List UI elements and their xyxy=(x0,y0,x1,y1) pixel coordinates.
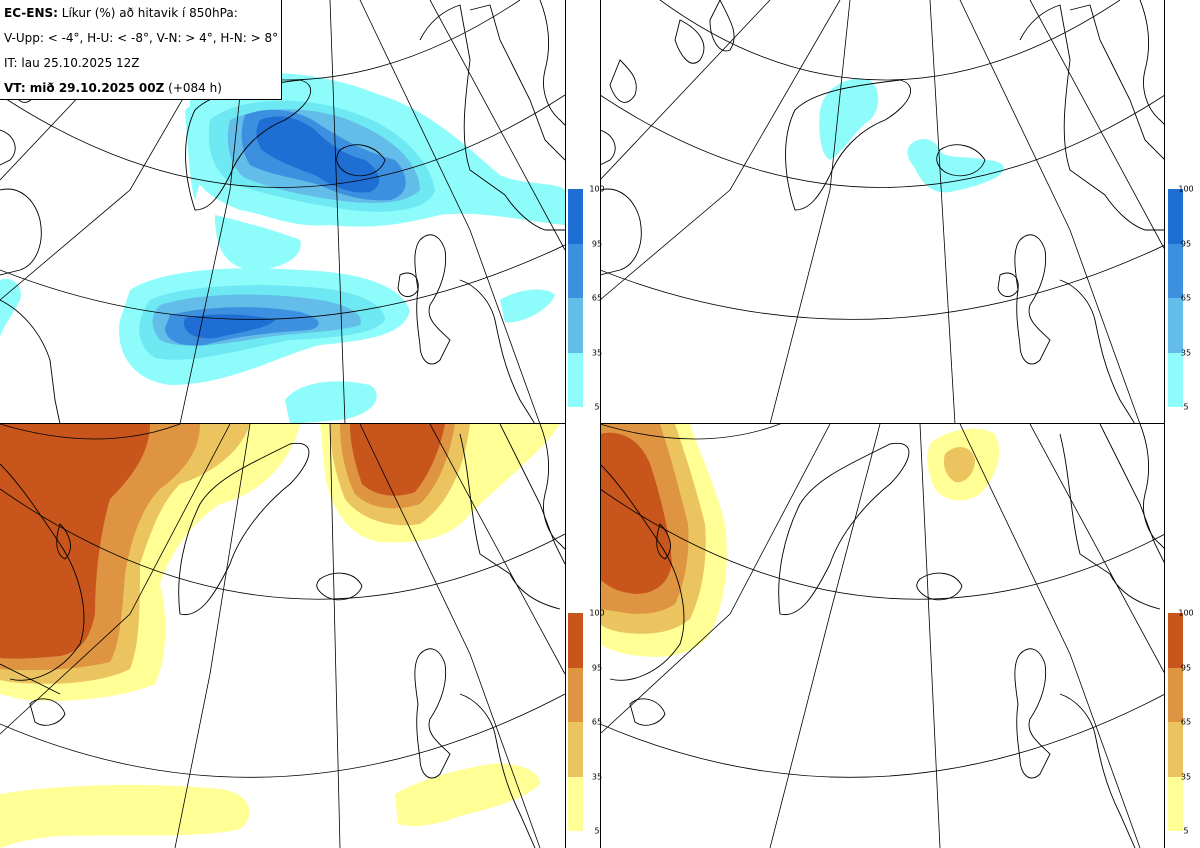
cb-seg-3 xyxy=(568,298,583,353)
graticule xyxy=(0,0,565,424)
cb-seg-1 xyxy=(1168,613,1183,668)
cb-label-5: 5 xyxy=(1183,402,1189,412)
cb-label-100: 100 xyxy=(1178,184,1194,194)
cb-seg-1 xyxy=(1168,189,1183,244)
map-info-box: EC-ENS: Líkur (%) að hitavik í 850hPa: V… xyxy=(0,0,282,100)
panel-upper-right xyxy=(600,0,1165,424)
panel-divider-horizontal-right xyxy=(600,423,1165,424)
panel-divider-vertical-far-right xyxy=(1164,0,1165,848)
cb-label-35: 35 xyxy=(1180,348,1192,358)
threshold-definitions: V-Upp: < -4°, H-U: < -8°, V-N: > 4°, H-N… xyxy=(4,31,279,45)
coastlines xyxy=(600,424,1165,848)
map-warm-plus4 xyxy=(0,424,565,848)
colorbar-cold-left-bar xyxy=(568,189,583,407)
cb-seg-4 xyxy=(1168,777,1183,831)
panel-divider-vertical-left xyxy=(565,0,566,848)
model-name: EC-ENS: xyxy=(4,6,58,20)
cb-seg-4 xyxy=(568,777,583,831)
valid-time: VT: mið 29.10.2025 00Z xyxy=(4,81,165,95)
colorbar-warm-right-bar xyxy=(1168,613,1183,831)
colorbar-warm-right: 100 95 65 35 5 xyxy=(1168,609,1200,836)
coastlines xyxy=(0,424,565,848)
cb-seg-3 xyxy=(568,722,583,777)
cb-label-100: 100 xyxy=(1178,608,1194,618)
cb-label-35: 35 xyxy=(591,348,603,358)
colorbar-cold-right-bar xyxy=(1168,189,1183,407)
cb-seg-2 xyxy=(1168,668,1183,722)
cb-label-65: 65 xyxy=(1180,293,1192,303)
graticule xyxy=(600,0,1165,424)
probability-field xyxy=(819,78,1004,193)
cb-seg-2 xyxy=(568,244,583,298)
cb-label-5: 5 xyxy=(594,826,600,836)
graticule xyxy=(0,424,565,848)
cb-label-95: 95 xyxy=(591,663,603,673)
cb-label-35: 35 xyxy=(1180,772,1192,782)
cb-seg-3 xyxy=(1168,722,1183,777)
graticule xyxy=(600,424,1165,848)
product-description: Líkur (%) að hitavik í 850hPa: xyxy=(57,6,238,20)
cb-seg-2 xyxy=(1168,244,1183,298)
initial-time: IT: lau 25.10.2025 12Z xyxy=(4,56,140,70)
panel-lower-right xyxy=(600,424,1165,848)
colorbar-warm-left: 100 95 65 35 5 xyxy=(568,609,608,836)
cb-label-5: 5 xyxy=(1183,826,1189,836)
cb-label-95: 95 xyxy=(1180,663,1192,673)
map-cold-minus8 xyxy=(600,0,1165,424)
title-line: EC-ENS: Líkur (%) að hitavik í 850hPa: xyxy=(4,6,238,20)
cb-label-65: 65 xyxy=(1180,717,1192,727)
map-warm-plus8 xyxy=(600,424,1165,848)
panel-divider-vertical-right xyxy=(600,0,601,848)
colorbar-cold-right: 100 95 65 35 5 xyxy=(1168,185,1200,412)
probability-field xyxy=(600,424,1000,657)
valid-time-line: VT: mið 29.10.2025 00Z (+084 h) xyxy=(4,81,222,95)
cb-label-65: 65 xyxy=(591,293,603,303)
panel-upper-left: EC-ENS: Líkur (%) að hitavik í 850hPa: V… xyxy=(0,0,565,424)
cb-seg-1 xyxy=(568,189,583,244)
coastlines xyxy=(600,0,1165,424)
cb-label-95: 95 xyxy=(1180,239,1192,249)
cb-label-95: 95 xyxy=(591,239,603,249)
colorbar-cold-left: 100 95 65 35 5 xyxy=(568,185,608,412)
colorbar-warm-left-bar xyxy=(568,613,583,831)
cb-label-100: 100 xyxy=(589,184,605,194)
cb-seg-1 xyxy=(568,613,583,668)
cb-label-35: 35 xyxy=(591,772,603,782)
cb-seg-3 xyxy=(1168,298,1183,353)
cb-seg-2 xyxy=(568,668,583,722)
panel-lower-left xyxy=(0,424,565,848)
lead-time: (+084 h) xyxy=(164,81,222,95)
probability-field xyxy=(0,73,565,424)
cb-seg-4 xyxy=(1168,353,1183,407)
cb-label-100: 100 xyxy=(589,608,605,618)
cb-label-65: 65 xyxy=(591,717,603,727)
cb-label-5: 5 xyxy=(594,402,600,412)
probability-field xyxy=(0,424,560,848)
panel-divider-horizontal-left xyxy=(0,423,565,424)
map-cold-minus4 xyxy=(0,0,565,424)
cb-seg-4 xyxy=(568,353,583,407)
